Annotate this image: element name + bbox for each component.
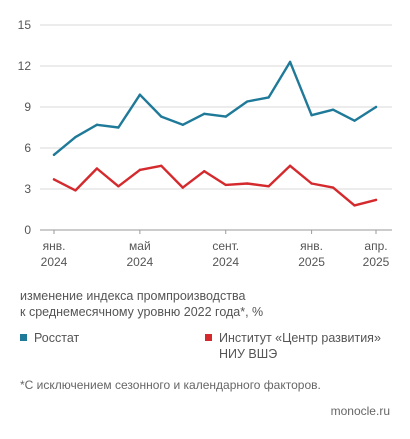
caption-line-1: изменение индекса промпроизводства (20, 289, 246, 303)
data-point (203, 170, 206, 173)
data-point (95, 167, 99, 170)
line-chart: 0 3 6 9 12 15 янв. 2024 май 2024 сент. 2024 янв. 202… (18, 18, 392, 269)
data-point (74, 135, 77, 139)
data-point (95, 123, 99, 126)
data-point (288, 164, 292, 167)
data-point (117, 126, 120, 129)
data-point (74, 189, 77, 192)
data-point (52, 153, 56, 157)
legend-swatch-hse (205, 334, 212, 341)
data-point (331, 108, 335, 111)
y-tick-label: 3 (24, 182, 31, 196)
y-tick-label: 15 (18, 18, 32, 32)
x-tick-label-year: 2025 (363, 255, 390, 269)
data-point (160, 115, 163, 118)
legend-label-rosstat: Росстат (34, 331, 80, 345)
legend-swatch-rosstat (20, 334, 27, 341)
legend-label-hse-line-2: НИУ ВШЭ (219, 347, 278, 361)
chart-caption: изменение индекса промпроизводства к сре… (20, 288, 390, 320)
chart-grid (40, 24, 392, 231)
x-tick-label-year: 2025 (298, 255, 325, 269)
series-line-1 (52, 164, 378, 207)
data-point (138, 93, 142, 96)
y-tick-label: 6 (24, 141, 31, 155)
x-tick-label-month: май (129, 239, 151, 253)
footnote: *С исключением сезонного и календарного … (20, 378, 321, 392)
source-credit: monocle.ru (330, 404, 390, 418)
y-tick-label: 0 (24, 223, 31, 237)
data-point (246, 182, 249, 185)
data-point (138, 168, 142, 172)
data-point (181, 123, 184, 126)
data-point (203, 112, 206, 116)
data-point (310, 114, 313, 117)
x-tick-label-year: 2024 (127, 255, 154, 269)
y-axis-ticks: 0 3 6 9 12 15 (18, 18, 32, 237)
x-tick-label-year: 2024 (212, 255, 239, 269)
y-tick-label: 12 (18, 59, 32, 73)
data-point (224, 115, 227, 118)
legend-label-hse-line-1: Институт «Центр развития» (219, 331, 381, 345)
data-point (160, 164, 163, 167)
legend-item-hse: Институт «Центр развития» НИУ ВШЭ (205, 330, 381, 362)
data-point (267, 185, 270, 188)
data-point (288, 60, 292, 64)
x-tick-label-month: янв. (43, 239, 66, 253)
x-tick-label-month: янв. (300, 239, 323, 253)
data-point (374, 105, 378, 109)
series-line-0 (52, 60, 378, 157)
data-point (52, 178, 56, 181)
y-tick-label: 9 (24, 100, 31, 114)
data-point (374, 198, 378, 202)
x-tick-label-month: сент. (212, 239, 239, 253)
chart-series (52, 60, 378, 207)
x-axis-ticks: янв. 2024 май 2024 сент. 2024 янв. 2025 апр. 2025 (41, 230, 390, 269)
data-point (331, 186, 335, 189)
data-point (310, 182, 313, 185)
data-point (353, 119, 356, 122)
data-point (267, 96, 270, 99)
data-point (353, 204, 356, 207)
data-point (117, 185, 120, 188)
legend-item-rosstat: Росстат (20, 330, 79, 346)
caption-line-2: к среднемесячному уровню 2022 года*, % (20, 305, 264, 319)
data-point (181, 186, 184, 189)
data-point (224, 183, 227, 187)
data-point (246, 100, 249, 103)
x-tick-label-month: апр. (364, 239, 387, 253)
x-tick-label-year: 2024 (41, 255, 68, 269)
